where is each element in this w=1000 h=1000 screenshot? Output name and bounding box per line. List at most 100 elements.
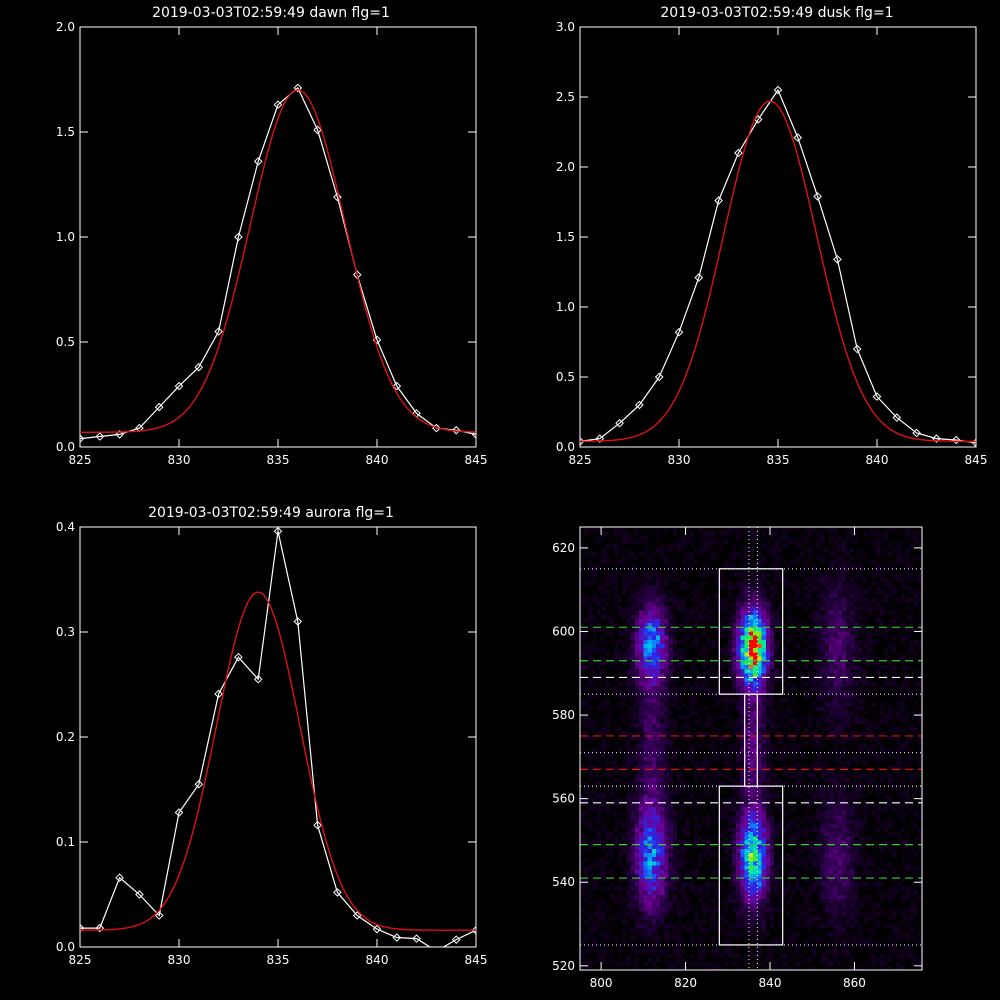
dawn-xtick-label: 835 xyxy=(267,453,290,467)
aurora-data-point xyxy=(372,924,382,934)
dawn-data-point xyxy=(174,381,184,391)
dawn-gaussian-fit-line xyxy=(80,89,476,433)
dawn-ytick-label: 1.0 xyxy=(56,230,75,244)
image-ytick-label: 580 xyxy=(552,708,575,722)
dawn-axes-frame xyxy=(79,26,477,448)
aurora-xtick-label: 840 xyxy=(366,953,389,967)
dusk-data-point xyxy=(951,435,961,445)
dawn-data-point xyxy=(471,430,476,439)
image-xtick-label: 840 xyxy=(759,976,782,990)
dusk-data-point xyxy=(694,273,704,282)
dawn-ytick-label: 0.0 xyxy=(56,440,75,454)
dawn-data-point xyxy=(253,157,263,166)
aurora-plot-title: 2019-03-03T02:59:49 aurora flg=1 xyxy=(148,505,394,521)
dusk-data-point xyxy=(833,255,842,264)
aurora-data-point xyxy=(115,873,124,883)
aurora-spectrum-plot: 2019-03-03T02:59:49 aurora flg=1 825 830 8… xyxy=(56,505,488,967)
aurora-data-point xyxy=(95,923,105,933)
dawn-xtick-label: 830 xyxy=(168,453,191,467)
dusk-ytick-label: 3.0 xyxy=(556,20,575,34)
dusk-data-point xyxy=(892,413,902,422)
aurora-ytick-label: 0.2 xyxy=(56,730,75,744)
aurora-ytick-label: 0.0 xyxy=(56,940,75,954)
dusk-data-point xyxy=(932,434,941,443)
image-ytick-label: 620 xyxy=(552,541,575,555)
dusk-ytick-label: 1.0 xyxy=(556,300,575,314)
dawn-xtick-label: 840 xyxy=(366,453,389,467)
aurora-data-point xyxy=(333,888,342,897)
aurora-data-point xyxy=(313,820,322,830)
image-xtick-label: 800 xyxy=(590,976,613,990)
detector-image-plot: 800 820 840 860 520 540 560 580 600 620 xyxy=(552,526,923,990)
aurora-data-point xyxy=(174,808,184,817)
dusk-xtick-label: 845 xyxy=(965,453,988,467)
aurora-axes-frame xyxy=(79,526,477,948)
dusk-ytick-label: 0.0 xyxy=(556,440,575,454)
dawn-data-point xyxy=(333,192,342,202)
dusk-data-point xyxy=(674,327,684,337)
extraction-box xyxy=(744,693,758,787)
image-xtick-label: 820 xyxy=(674,976,697,990)
aurora-xtick-label: 845 xyxy=(465,953,488,967)
image-ytick-label: 600 xyxy=(552,624,575,638)
dawn-data-point xyxy=(392,381,402,391)
dawn-ytick-label: 0.5 xyxy=(56,335,75,349)
dawn-data-point xyxy=(154,402,164,412)
dusk-xtick-label: 835 xyxy=(767,453,790,467)
dusk-data-point xyxy=(654,372,664,382)
dusk-gaussian-fit-line xyxy=(580,100,976,443)
dusk-data-point xyxy=(813,192,822,201)
image-xtick-label: 860 xyxy=(843,976,866,990)
dusk-xtick-label: 830 xyxy=(668,453,691,467)
dusk-data-point xyxy=(714,196,723,205)
dusk-xtick-label: 825 xyxy=(569,453,592,467)
dusk-ytick-label: 2.0 xyxy=(556,160,575,174)
dusk-data-line xyxy=(580,88,976,444)
aurora-data-line xyxy=(80,531,476,947)
dusk-ytick-label: 1.5 xyxy=(556,230,575,244)
dusk-ytick-label: 2.5 xyxy=(556,90,575,104)
dusk-xtick-label: 840 xyxy=(866,453,889,467)
dusk-spectrum-plot: 2019-03-03T02:59:49 dusk flg=1 825 830 835… xyxy=(556,5,988,467)
image-ytick-label: 540 xyxy=(552,875,575,889)
dusk-data-point xyxy=(595,434,605,443)
dawn-ytick-label: 2.0 xyxy=(56,20,75,34)
aurora-ytick-label: 0.3 xyxy=(56,625,75,639)
aurora-data-point xyxy=(253,674,263,684)
aurora-data-point xyxy=(273,527,283,536)
dawn-spectrum-plot: 2019-03-03T02:59:49 dawn flg=1 825 830 835… xyxy=(56,5,488,467)
dusk-data-point xyxy=(872,392,882,401)
dusk-data-point xyxy=(852,344,862,354)
dawn-data-point xyxy=(95,432,105,441)
dawn-data-point xyxy=(194,362,204,372)
aurora-data-point xyxy=(451,935,461,944)
aurora-xtick-label: 830 xyxy=(168,953,191,967)
dusk-data-point xyxy=(773,85,783,95)
aurora-data-point xyxy=(293,617,303,626)
dawn-plot-title: 2019-03-03T02:59:49 dawn flg=1 xyxy=(152,5,390,21)
image-ytick-label: 560 xyxy=(552,792,575,806)
aurora-data-point xyxy=(214,689,223,699)
aurora-gaussian-fit-line xyxy=(80,591,476,931)
dawn-ytick-label: 1.5 xyxy=(56,125,75,139)
dusk-data-point xyxy=(734,148,743,158)
dusk-ytick-label: 0.5 xyxy=(556,370,575,384)
dusk-data-point xyxy=(793,133,803,142)
aurora-data-point xyxy=(392,933,402,942)
dusk-data-point xyxy=(635,400,644,410)
aurora-xtick-label: 825 xyxy=(69,953,92,967)
aurora-data-point xyxy=(436,946,437,947)
aurora-ytick-label: 0.4 xyxy=(56,520,75,534)
image-axes-frame xyxy=(579,526,923,971)
dawn-xtick-label: 825 xyxy=(69,453,92,467)
dawn-data-point xyxy=(80,434,85,443)
dawn-data-point xyxy=(214,327,223,336)
dusk-plot-title: 2019-03-03T02:59:49 dusk flg=1 xyxy=(660,5,893,21)
dawn-data-point xyxy=(451,425,461,435)
aurora-data-point xyxy=(412,934,421,943)
aurora-data-point xyxy=(234,652,243,662)
aurora-data-point xyxy=(471,925,476,935)
dawn-data-line xyxy=(80,86,476,440)
dawn-data-point xyxy=(313,125,322,135)
